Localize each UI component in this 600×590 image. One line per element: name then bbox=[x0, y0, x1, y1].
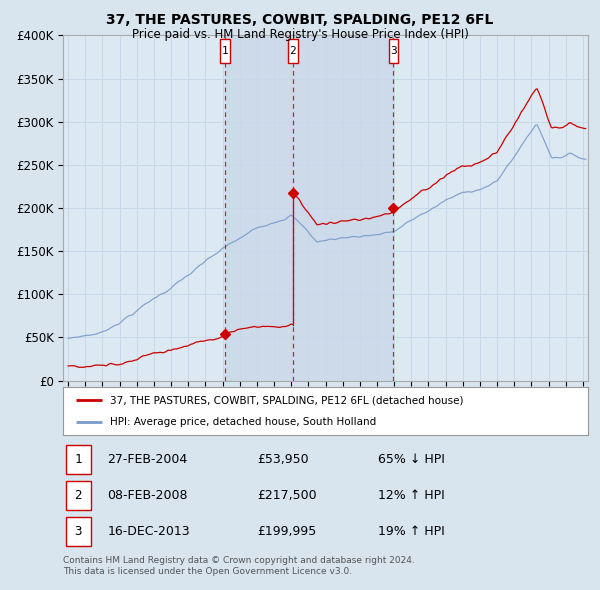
FancyBboxPatch shape bbox=[65, 445, 91, 474]
FancyBboxPatch shape bbox=[65, 481, 91, 510]
Text: 1: 1 bbox=[222, 46, 229, 56]
Text: 19% ↑ HPI: 19% ↑ HPI bbox=[378, 525, 445, 538]
FancyBboxPatch shape bbox=[389, 39, 398, 63]
Text: 08-FEB-2008: 08-FEB-2008 bbox=[107, 489, 188, 502]
Text: Contains HM Land Registry data © Crown copyright and database right 2024.
This d: Contains HM Land Registry data © Crown c… bbox=[63, 556, 415, 576]
Text: 3: 3 bbox=[390, 46, 397, 56]
Text: 1: 1 bbox=[74, 453, 82, 466]
Text: 37, THE PASTURES, COWBIT, SPALDING, PE12 6FL (detached house): 37, THE PASTURES, COWBIT, SPALDING, PE12… bbox=[110, 395, 464, 405]
Text: 12% ↑ HPI: 12% ↑ HPI bbox=[378, 489, 445, 502]
Text: 16-DEC-2013: 16-DEC-2013 bbox=[107, 525, 190, 538]
Text: 2: 2 bbox=[290, 46, 296, 56]
Text: 65% ↓ HPI: 65% ↓ HPI bbox=[378, 453, 445, 466]
Text: HPI: Average price, detached house, South Holland: HPI: Average price, detached house, Sout… bbox=[110, 417, 377, 427]
FancyBboxPatch shape bbox=[288, 39, 298, 63]
Text: 3: 3 bbox=[74, 525, 82, 538]
FancyBboxPatch shape bbox=[220, 39, 230, 63]
Text: Price paid vs. HM Land Registry's House Price Index (HPI): Price paid vs. HM Land Registry's House … bbox=[131, 28, 469, 41]
Text: £53,950: £53,950 bbox=[257, 453, 309, 466]
Text: £217,500: £217,500 bbox=[257, 489, 317, 502]
Text: 37, THE PASTURES, COWBIT, SPALDING, PE12 6FL: 37, THE PASTURES, COWBIT, SPALDING, PE12… bbox=[106, 13, 494, 27]
Text: £199,995: £199,995 bbox=[257, 525, 317, 538]
Text: 2: 2 bbox=[74, 489, 82, 502]
FancyBboxPatch shape bbox=[65, 517, 91, 546]
Text: 27-FEB-2004: 27-FEB-2004 bbox=[107, 453, 188, 466]
Bar bbox=[225, 35, 394, 381]
